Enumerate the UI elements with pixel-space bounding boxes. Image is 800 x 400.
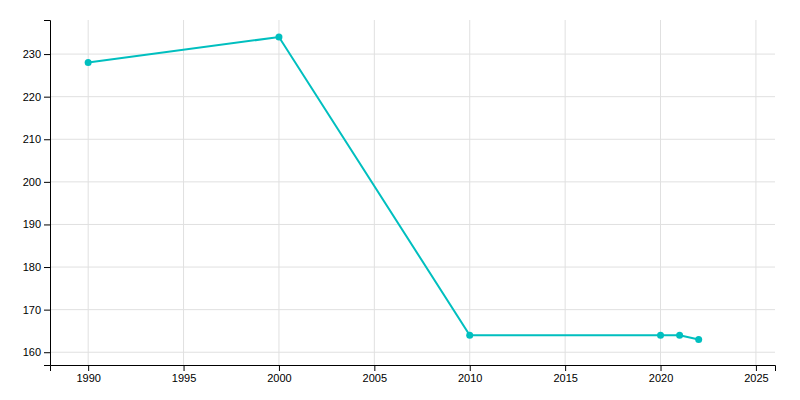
tick-label: 230 (23, 48, 41, 60)
tick: 1990 (76, 365, 100, 384)
grid-line (50, 352, 775, 353)
tick: 2005 (363, 365, 387, 384)
y-axis: 160 170 180 190 200 210 220 230 (23, 21, 51, 366)
tick-mark (279, 365, 280, 371)
tick: 2020 (649, 365, 673, 384)
tick-mark (44, 224, 50, 225)
tick-label: 2015 (553, 372, 577, 384)
tick-label: 1995 (172, 372, 196, 384)
tick: 190 (23, 218, 50, 230)
tick-mark (44, 97, 50, 98)
tick-mark (44, 54, 50, 55)
tick-label: 200 (23, 176, 41, 188)
tick: 2015 (553, 365, 577, 384)
line (88, 37, 699, 339)
grid (50, 20, 775, 365)
plot: 1990 1995 2000 2005 2010 2015 2020 2025 160 170 18… (23, 20, 776, 384)
tick-mark (661, 365, 662, 371)
point (676, 332, 683, 339)
tick-label: 2020 (649, 372, 673, 384)
grid-line (50, 224, 775, 225)
axis-line (51, 366, 776, 372)
tick-mark (756, 365, 757, 371)
tick-mark (44, 310, 50, 311)
tick: 180 (23, 261, 50, 273)
tick: 2025 (744, 365, 768, 384)
tick-label: 210 (23, 133, 41, 145)
chart: 1990 1995 2000 2005 2010 2015 2020 2025 160 170 18… (0, 0, 800, 400)
tick-mark (44, 352, 50, 353)
tick: 160 (23, 346, 50, 358)
grid-line (469, 20, 470, 365)
tick-mark (44, 267, 50, 268)
tick-label: 190 (23, 218, 41, 230)
tick-label: 2010 (458, 372, 482, 384)
grid-line (50, 139, 775, 140)
tick: 170 (23, 304, 50, 316)
grid-line (88, 20, 89, 365)
tick-mark (44, 182, 50, 183)
grid-line (183, 20, 184, 365)
point (275, 34, 282, 41)
grid-line (660, 20, 661, 365)
axis-line (44, 21, 51, 366)
tick: 2010 (458, 365, 482, 384)
tick-mark (184, 365, 185, 371)
tick-mark (374, 365, 375, 371)
grid-line (374, 20, 375, 365)
grid-line (278, 20, 279, 365)
x-axis: 1990 1995 2000 2005 2010 2015 2020 2025 (51, 365, 776, 384)
grid-line (50, 309, 775, 310)
grid-line (50, 267, 775, 268)
point (695, 336, 702, 343)
tick-label: 180 (23, 261, 41, 273)
tick-label: 170 (23, 304, 41, 316)
tick-label: 1990 (76, 372, 100, 384)
tick: 230 (23, 48, 50, 60)
point (85, 59, 92, 66)
tick-label: 2025 (744, 372, 768, 384)
tick: 200 (23, 176, 50, 188)
grid-line (565, 20, 566, 365)
grid-line (50, 96, 775, 97)
tick-mark (44, 139, 50, 140)
tick: 210 (23, 133, 50, 145)
point (657, 332, 664, 339)
tick: 220 (23, 91, 50, 103)
tick-mark (470, 365, 471, 371)
tick: 2000 (267, 365, 291, 384)
grid-line (755, 20, 756, 365)
tick-mark (88, 365, 89, 371)
tick-label: 160 (23, 346, 41, 358)
tick-label: 220 (23, 91, 41, 103)
grid-line (50, 181, 775, 182)
marks (85, 34, 703, 343)
tick-label: 2000 (267, 372, 291, 384)
tick-label: 2005 (363, 372, 387, 384)
point (466, 332, 473, 339)
tick: 1995 (172, 365, 196, 384)
tick-mark (565, 365, 566, 371)
